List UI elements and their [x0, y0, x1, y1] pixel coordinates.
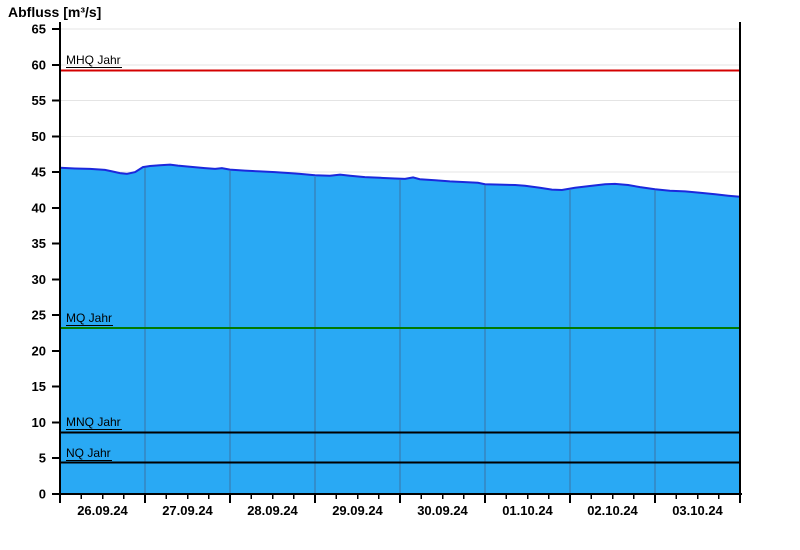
y-tick-label: 45	[32, 165, 46, 180]
y-tick-label: 0	[39, 487, 46, 502]
reference-line-label-0: MHQ Jahr	[66, 53, 122, 69]
reference-line-label-1: MQ Jahr	[66, 311, 114, 327]
y-tick-label: 55	[32, 93, 46, 108]
y-tick-label: 65	[32, 22, 46, 37]
x-tick-label: 26.09.24	[77, 503, 128, 518]
y-tick-label: 15	[32, 379, 46, 394]
reference-line-label-3: NQ Jahr	[66, 445, 112, 461]
x-tick-label: 30.09.24	[417, 503, 468, 518]
y-tick-label: 25	[32, 308, 46, 323]
x-tick-label: 28.09.24	[247, 503, 298, 518]
x-tick-label: 01.10.24	[502, 503, 553, 518]
reference-line-label-2: MNQ Jahr	[66, 415, 122, 431]
x-tick-label: 03.10.24	[672, 503, 723, 518]
y-tick-label: 35	[32, 236, 46, 251]
y-tick-label: 30	[32, 272, 46, 287]
y-tick-label: 40	[32, 200, 46, 215]
y-tick-label: 20	[32, 343, 46, 358]
y-tick-label: 5	[39, 451, 46, 466]
y-tick-label: 50	[32, 129, 46, 144]
y-tick-label: 60	[32, 57, 46, 72]
chart-title: Abfluss [m³/s]	[8, 4, 102, 20]
discharge-line	[59, 163, 741, 198]
x-tick-label: 02.10.24	[587, 503, 638, 518]
y-tick-label: 10	[32, 415, 46, 430]
x-tick-label: 29.09.24	[332, 503, 383, 518]
x-tick-label: 27.09.24	[162, 503, 213, 518]
